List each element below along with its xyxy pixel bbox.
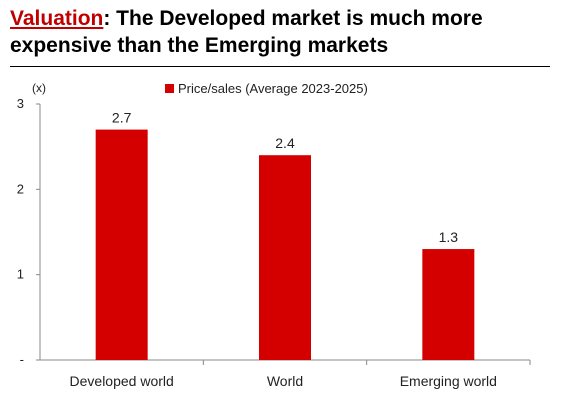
data-labels: 2.7 2.4 1.3 xyxy=(112,110,458,245)
data-label: 1.3 xyxy=(439,229,459,245)
category-label: World xyxy=(267,373,303,389)
bar xyxy=(422,249,475,360)
data-label: 2.7 xyxy=(112,110,132,126)
slide-title: Valuation: The Developed market is much … xyxy=(10,5,570,59)
category-labels: Developed world World Emerging world xyxy=(70,373,497,389)
category-label: Developed world xyxy=(70,373,174,389)
y-tick-label: - xyxy=(20,352,24,367)
bars xyxy=(95,129,475,360)
y-tick-label: 1 xyxy=(17,267,24,282)
title-rest: : The Developed market is much more expe… xyxy=(10,7,483,57)
y-tick-label: 2 xyxy=(17,181,24,196)
bar xyxy=(95,129,148,360)
category-label: Emerging world xyxy=(400,373,497,389)
y-tick-label: 3 xyxy=(17,96,24,111)
y-axis-unit: (x) xyxy=(32,81,46,95)
data-label: 2.4 xyxy=(275,135,295,151)
bar xyxy=(259,155,311,360)
title-divider xyxy=(10,66,550,67)
legend: Price/sales (Average 2023-2025) xyxy=(165,81,368,96)
y-ticks: - 1 2 3 xyxy=(17,96,531,367)
legend-label: Price/sales (Average 2023-2025) xyxy=(178,81,368,96)
legend-swatch xyxy=(165,84,174,93)
title-lead: Valuation xyxy=(10,7,104,30)
